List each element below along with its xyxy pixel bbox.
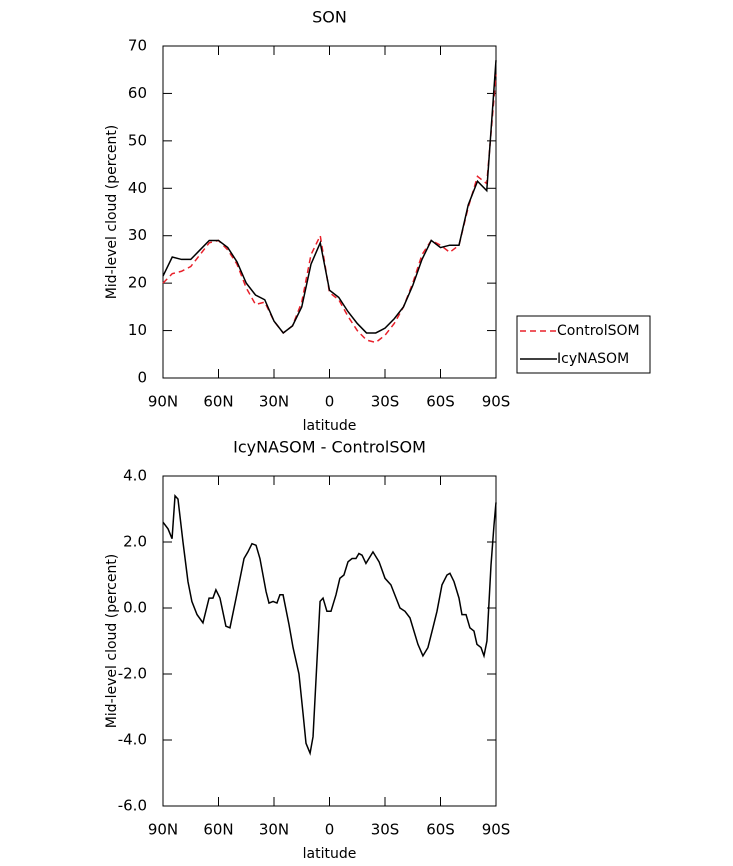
legend-box (516, 315, 651, 374)
y-tick-label: -2.0 (118, 665, 147, 683)
legend-label: ControlSOM (557, 323, 640, 339)
y-tick-label: 60 (128, 84, 147, 102)
y-axis-label: Mid-level cloud (percent) (104, 554, 120, 729)
y-tick-label: 40 (128, 179, 147, 197)
x-tick-label: 30N (259, 393, 289, 411)
x-tick-label: 60S (426, 393, 455, 411)
y-axis-label: Mid-level cloud (percent) (104, 125, 120, 300)
y-tick-label: 70 (128, 37, 147, 55)
x-axis-label: latitude (303, 418, 357, 434)
y-tick-label: 2.0 (123, 533, 147, 551)
y-tick-label: -4.0 (118, 731, 147, 749)
y-tick-label: -6.0 (118, 797, 147, 815)
y-tick-label: 0 (137, 369, 147, 387)
y-tick-label: 4.0 (123, 467, 147, 485)
chart-title: IcyNASOM - ControlSOM (233, 438, 426, 457)
x-tick-label: 30S (371, 393, 400, 411)
x-tick-label: 30N (259, 821, 289, 839)
plot-frame (162, 475, 497, 807)
x-tick-label: 60S (426, 821, 455, 839)
chart-title: SON (312, 8, 347, 27)
x-tick-label: 90N (148, 821, 178, 839)
y-tick-label: 30 (128, 226, 147, 244)
data-line (162, 74, 497, 344)
legend-label: IcyNASOM (557, 351, 629, 367)
x-tick-label: 90N (148, 393, 178, 411)
data-line (162, 60, 497, 334)
x-axis-label: latitude (303, 846, 357, 862)
y-tick-label: 50 (128, 131, 147, 149)
y-tick-label: 10 (128, 321, 147, 339)
plot-frame (162, 45, 497, 379)
x-tick-label: 0 (325, 821, 335, 839)
y-tick-label: 0.0 (123, 599, 147, 617)
x-tick-label: 60N (203, 821, 233, 839)
x-tick-label: 30S (371, 821, 400, 839)
x-tick-label: 0 (325, 393, 335, 411)
y-tick-label: 20 (128, 274, 147, 292)
x-tick-label: 90S (482, 821, 511, 839)
x-tick-label: 60N (203, 393, 233, 411)
data-line (162, 493, 497, 756)
x-tick-label: 90S (482, 393, 511, 411)
